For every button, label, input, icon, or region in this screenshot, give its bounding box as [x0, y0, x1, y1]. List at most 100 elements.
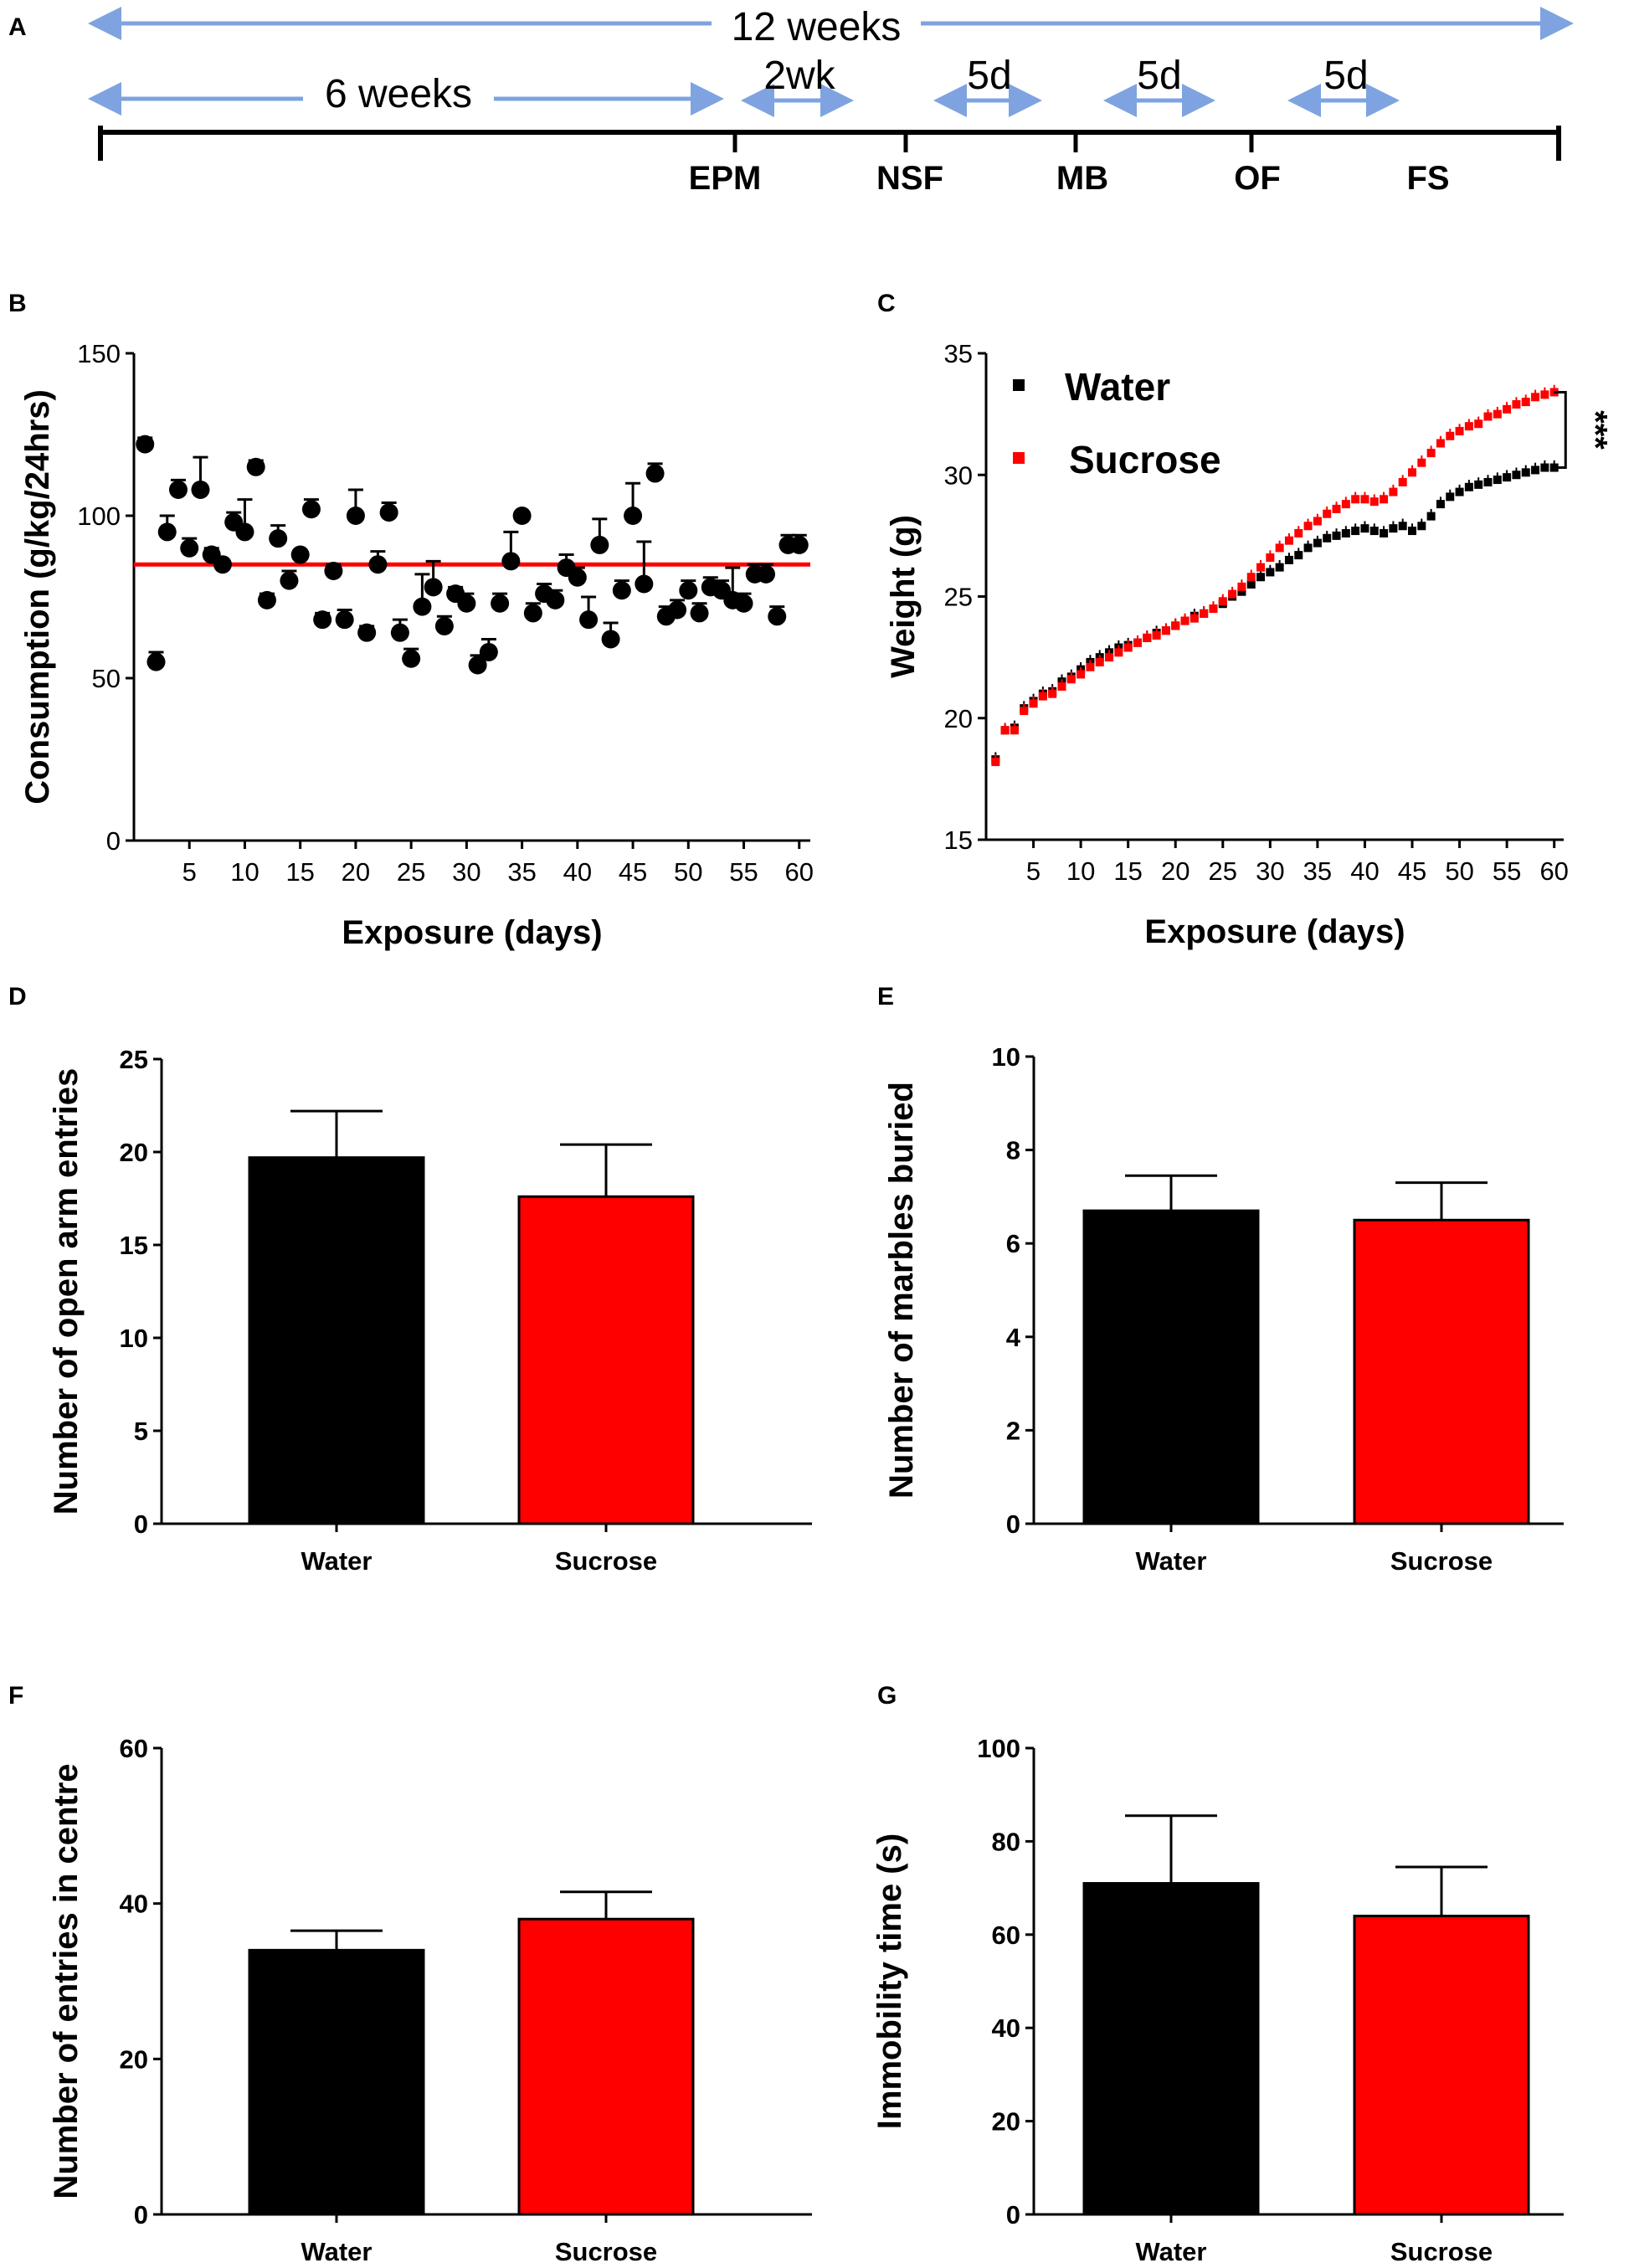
y-tick-label: 2 — [1006, 1416, 1020, 1445]
sucrose-point — [1020, 707, 1029, 716]
y-tick-label: 6 — [1006, 1229, 1020, 1258]
x-tick-label: 35 — [1303, 856, 1332, 886]
sucrose-category-label: Sucrose — [555, 2237, 657, 2266]
x-tick-label: 25 — [1209, 856, 1237, 886]
significance-bracket — [1554, 390, 1567, 470]
sucrose-point — [1105, 653, 1114, 662]
data-point — [146, 652, 166, 671]
sucrose-point — [1360, 495, 1369, 504]
data-point — [579, 610, 599, 630]
data-point — [789, 535, 809, 554]
sucrose-point — [1038, 692, 1047, 701]
sucrose-point — [1389, 487, 1398, 496]
y-tick-label: 0 — [134, 2200, 148, 2229]
y-tick-label: 15 — [944, 825, 973, 855]
water-point — [1483, 477, 1493, 486]
data-point — [457, 594, 476, 613]
sucrose-point — [1284, 536, 1293, 545]
x-tick-label: 45 — [619, 857, 647, 887]
sucrose-category-label: Sucrose — [1390, 1546, 1493, 1576]
data-point — [434, 616, 454, 635]
water-point — [1426, 512, 1436, 521]
chart-e-marbles: 0 2 4 6 8 10 Water Sucrose Number of marbles bur… — [883, 1042, 1564, 1576]
data-point — [379, 503, 398, 522]
x-tick-label: 15 — [285, 857, 314, 887]
x-axis-title: Exposure (days) — [1144, 913, 1405, 950]
data-point — [180, 538, 199, 558]
water-point — [1531, 465, 1540, 475]
sucrose-point — [1161, 626, 1170, 635]
data-point — [491, 594, 510, 613]
data-point — [290, 545, 310, 564]
panel-letter-g: G — [877, 1682, 897, 1710]
data-point — [257, 590, 276, 609]
data-point — [424, 578, 443, 597]
sucrose-point — [1323, 509, 1332, 518]
y-tick-label: 20 — [120, 1138, 148, 1167]
sucrose-point — [1200, 609, 1209, 618]
sucrose-point — [1464, 422, 1473, 431]
sucrose-point — [1123, 643, 1133, 652]
sucrose-bar — [517, 1917, 695, 2216]
data-point — [768, 607, 787, 626]
test-label-of: OF — [1234, 160, 1281, 197]
water-point — [1323, 533, 1332, 543]
x-tick-label: 10 — [1066, 856, 1095, 886]
sucrose-category-label: Sucrose — [555, 1546, 657, 1576]
sucrose-point — [1275, 543, 1284, 553]
test-label-epm: EPM — [689, 160, 762, 197]
water-point — [1360, 524, 1369, 533]
water-point — [1503, 473, 1512, 482]
water-point — [1417, 522, 1426, 531]
y-axis-title: Consumption (g/kg/24hrs) — [19, 389, 56, 805]
chart-g-immobility: 0 20 40 60 80 100 Water Sucrose Immobility time … — [871, 1734, 1564, 2266]
y-tick-label: 4 — [1006, 1323, 1021, 1352]
data-point — [246, 457, 265, 476]
x-tick-label: 60 — [785, 857, 814, 887]
sucrose-bar — [1353, 1218, 1530, 1525]
sucrose-point — [1246, 573, 1256, 582]
sucrose-category-label: Sucrose — [1390, 2237, 1493, 2266]
data-point — [402, 649, 421, 668]
water-point — [1294, 551, 1303, 560]
sucrose-point — [1512, 400, 1521, 409]
sucrose-point — [1066, 675, 1076, 684]
sucrose-point — [1076, 670, 1086, 679]
water-point — [1512, 471, 1521, 480]
data-point — [734, 594, 753, 613]
sucrose-point — [1171, 621, 1180, 630]
x-tick-label: 5 — [1026, 856, 1041, 886]
sucrose-point — [1180, 616, 1190, 625]
water-bar — [1082, 1882, 1260, 2216]
interval-label-5d-3: 5d — [1323, 54, 1368, 98]
sucrose-point — [1351, 495, 1360, 504]
sucrose-point — [1086, 662, 1095, 671]
legend-sucrose-label: Sucrose — [1069, 438, 1221, 481]
panel-letter-a: A — [8, 13, 27, 41]
sucrose-point — [1455, 426, 1464, 435]
interval-label-5d-1: 5d — [967, 54, 1011, 98]
test-label-mb: MB — [1056, 160, 1108, 197]
data-point — [357, 623, 377, 642]
data-point — [523, 604, 542, 623]
data-point — [136, 435, 155, 454]
interval-label-5d-2: 5d — [1137, 54, 1181, 98]
water-point — [1474, 480, 1483, 489]
y-tick-label: 50 — [92, 664, 121, 693]
sucrose-point — [1266, 553, 1275, 563]
water-point — [1266, 568, 1275, 577]
water-point — [1369, 527, 1379, 536]
x-tick-label: 55 — [729, 857, 758, 887]
water-point — [1455, 487, 1464, 496]
data-point — [368, 555, 388, 574]
sucrose-point — [1294, 528, 1303, 537]
water-point — [1521, 468, 1530, 477]
y-tick-label: 5 — [134, 1417, 148, 1446]
sucrose-point — [1398, 477, 1407, 486]
legend-water-swatch — [1013, 379, 1025, 391]
data-point — [590, 535, 609, 554]
water-category-label: Water — [301, 2237, 373, 2266]
water-point — [1540, 463, 1549, 472]
sucrose-point — [1540, 390, 1549, 399]
